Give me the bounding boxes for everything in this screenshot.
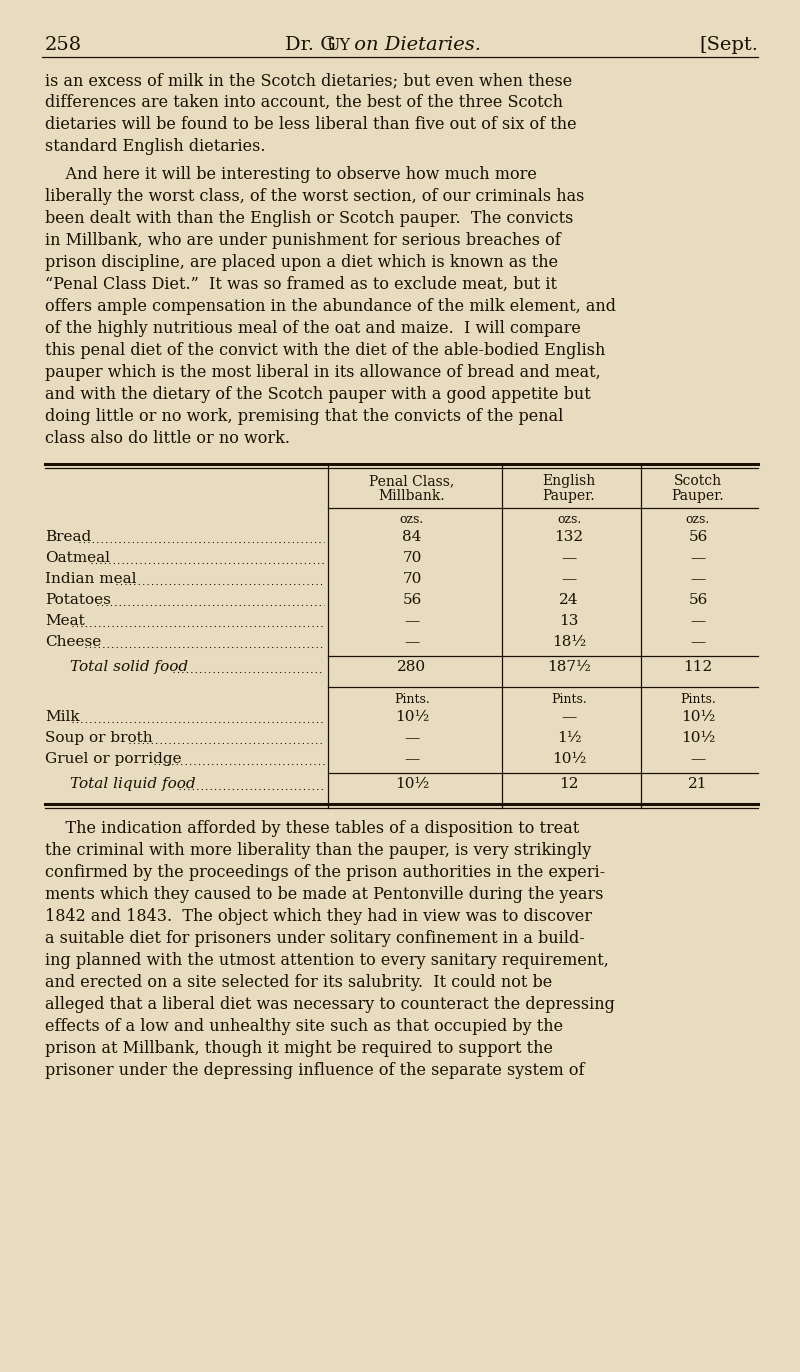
Text: prison discipline, are placed upon a diet which is known as the: prison discipline, are placed upon a die… [45,254,558,272]
Text: 258: 258 [45,36,82,54]
Text: 12: 12 [559,777,578,792]
Text: 84: 84 [402,530,422,545]
Text: ozs.: ozs. [557,513,581,525]
Text: Gruel or porridge: Gruel or porridge [45,752,182,766]
Text: 56: 56 [688,593,708,606]
Text: doing little or no work, premising that the convicts of the penal: doing little or no work, premising that … [45,407,563,425]
Text: 70: 70 [402,572,422,586]
Text: Pauper.: Pauper. [672,488,724,504]
Text: a suitable diet for prisoners under solitary confinement in a build-: a suitable diet for prisoners under soli… [45,930,585,947]
Text: —: — [562,709,577,724]
Text: 132: 132 [554,530,583,545]
Text: ozs.: ozs. [686,513,710,525]
Text: prisoner under the depressing influence of the separate system of: prisoner under the depressing influence … [45,1062,585,1078]
Text: —: — [690,615,706,628]
Text: of the highly nutritious meal of the oat and maize.  I will compare: of the highly nutritious meal of the oat… [45,320,581,338]
Text: —: — [404,752,420,766]
Text: 24: 24 [559,593,578,606]
Text: effects of a low and unhealthy site such as that occupied by the: effects of a low and unhealthy site such… [45,1018,563,1034]
Text: been dealt with than the English or Scotch pauper.  The convicts: been dealt with than the English or Scot… [45,210,574,226]
Text: Milk: Milk [45,709,80,724]
Text: dietaries will be found to be less liberal than five out of six of the: dietaries will be found to be less liber… [45,117,577,133]
Text: UY: UY [326,37,350,54]
Text: “Penal Class Diet.”  It was so framed as to exclude meat, but it: “Penal Class Diet.” It was so framed as … [45,276,557,294]
Text: 18½: 18½ [552,635,586,649]
Text: class also do little or no work.: class also do little or no work. [45,429,290,447]
Text: —: — [690,572,706,586]
Text: Pauper.: Pauper. [542,488,595,504]
Text: Oatmeal: Oatmeal [45,552,110,565]
Text: confirmed by the proceedings of the prison authorities in the experi-: confirmed by the proceedings of the pris… [45,864,605,881]
Text: Meat: Meat [45,615,85,628]
Text: 10½: 10½ [552,752,586,766]
Text: 56: 56 [402,593,422,606]
Text: [Sept.: [Sept. [699,36,758,54]
Text: 10½: 10½ [395,709,429,724]
Text: Potatoes: Potatoes [45,593,111,606]
Text: 187½: 187½ [547,660,591,674]
Text: Pints.: Pints. [551,693,587,707]
Text: —: — [404,635,420,649]
Text: prison at Millbank, though it might be required to support the: prison at Millbank, though it might be r… [45,1040,553,1056]
Text: 10½: 10½ [681,709,715,724]
Text: Pints.: Pints. [394,693,430,707]
Text: The indication afforded by these tables of a disposition to treat: The indication afforded by these tables … [45,820,579,837]
Text: 10½: 10½ [681,731,715,745]
Text: and with the dietary of the Scotch pauper with a good appetite but: and with the dietary of the Scotch paupe… [45,386,590,403]
Text: Cheese: Cheese [45,635,102,649]
Text: 112: 112 [683,660,713,674]
Text: 1842 and 1843.  The object which they had in view was to discover: 1842 and 1843. The object which they had… [45,908,592,925]
Text: —: — [404,615,420,628]
Text: —: — [562,552,577,565]
Text: —: — [562,572,577,586]
Text: offers ample compensation in the abundance of the milk element, and: offers ample compensation in the abundan… [45,298,616,316]
Text: English: English [542,473,596,488]
Text: Dr. G: Dr. G [285,36,336,54]
Text: Penal Class,: Penal Class, [370,473,454,488]
Text: Bread: Bread [45,530,91,545]
Text: pauper which is the most liberal in its allowance of bread and meat,: pauper which is the most liberal in its … [45,364,601,381]
Text: —: — [690,552,706,565]
Text: 70: 70 [402,552,422,565]
Text: Millbank.: Millbank. [378,488,446,504]
Text: in Millbank, who are under punishment for serious breaches of: in Millbank, who are under punishment fo… [45,232,561,248]
Text: 21: 21 [688,777,708,792]
Text: Total liquid food: Total liquid food [70,777,196,792]
Text: 13: 13 [559,615,578,628]
Text: 10½: 10½ [395,777,429,792]
Text: and erected on a site selected for its salubrity.  It could not be: and erected on a site selected for its s… [45,974,552,991]
Text: alleged that a liberal diet was necessary to counteract the depressing: alleged that a liberal diet was necessar… [45,996,615,1013]
Text: —: — [690,752,706,766]
Text: Indian meal: Indian meal [45,572,137,586]
Text: standard English dietaries.: standard English dietaries. [45,139,266,155]
Text: the criminal with more liberality than the pauper, is very strikingly: the criminal with more liberality than t… [45,842,591,859]
Text: And here it will be interesting to observe how much more: And here it will be interesting to obser… [45,166,537,182]
Text: Scotch: Scotch [674,473,722,488]
Text: —: — [690,635,706,649]
Text: liberally the worst class, of the worst section, of our criminals has: liberally the worst class, of the worst … [45,188,584,204]
Text: Pints.: Pints. [680,693,716,707]
Text: differences are taken into account, the best of the three Scotch: differences are taken into account, the … [45,95,563,111]
Text: is an excess of milk in the Scotch dietaries; but even when these: is an excess of milk in the Scotch dieta… [45,71,572,89]
Text: ing planned with the utmost attention to every sanitary requirement,: ing planned with the utmost attention to… [45,952,609,969]
Text: ments which they caused to be made at Pentonville during the years: ments which they caused to be made at Pe… [45,886,603,903]
Text: ozs.: ozs. [400,513,424,525]
Text: —: — [404,731,420,745]
Text: 280: 280 [398,660,426,674]
Text: 56: 56 [688,530,708,545]
Text: Total solid food: Total solid food [70,660,188,674]
Text: this penal diet of the convict with the diet of the able-bodied English: this penal diet of the convict with the … [45,342,606,359]
Text: 1½: 1½ [557,731,582,745]
Text: Soup or broth: Soup or broth [45,731,153,745]
Text: on Dietaries.: on Dietaries. [348,36,481,54]
